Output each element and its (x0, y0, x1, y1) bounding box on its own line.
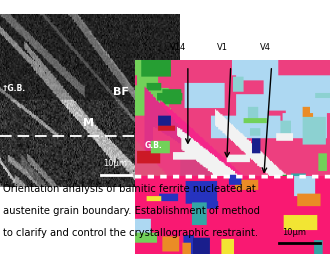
Text: BF: BF (113, 87, 129, 97)
Text: V1: V1 (217, 43, 228, 52)
Text: V4: V4 (260, 43, 271, 52)
Text: G.B.: G.B. (145, 141, 163, 150)
Text: ↑G.B.: ↑G.B. (2, 84, 26, 93)
Text: 10μm: 10μm (103, 159, 127, 168)
Text: to clarify and control the crystallographic restraint.: to clarify and control the crystallograp… (3, 228, 258, 238)
Text: V14: V14 (170, 43, 186, 52)
Text: 10μm: 10μm (282, 228, 306, 237)
Text: austenite grain boundary. Establishment of method: austenite grain boundary. Establishment … (3, 206, 260, 216)
Text: Orientation analysis of bainitic ferrite nucleated at: Orientation analysis of bainitic ferrite… (3, 184, 256, 194)
Text: M: M (83, 118, 94, 128)
